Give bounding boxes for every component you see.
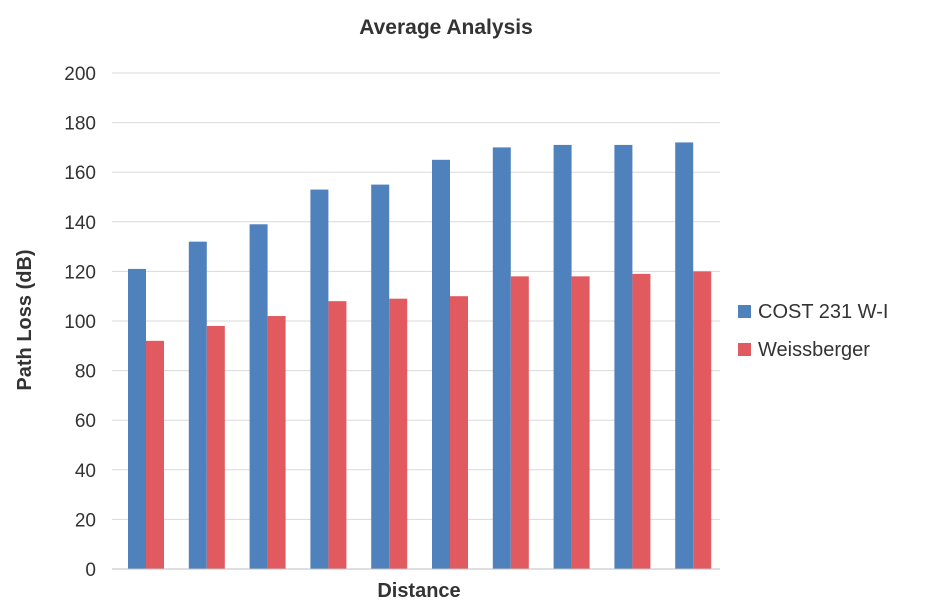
y-tick-label: 0 (85, 560, 96, 581)
y-axis-title: Path Loss (dB) (14, 249, 36, 390)
legend-swatch (738, 305, 751, 318)
bar-series2 (328, 301, 347, 569)
bar-series1 (249, 224, 268, 569)
bar-series2 (693, 271, 712, 569)
bar-series2 (206, 325, 225, 569)
y-tick-label: 60 (75, 411, 96, 432)
bar-series2 (450, 296, 468, 569)
x-axis-title: Distance (377, 580, 460, 602)
bar-series2 (632, 273, 651, 569)
y-tick-label: 160 (64, 163, 96, 184)
bar-series1 (371, 184, 390, 569)
bar-series1 (128, 268, 146, 569)
legend-label: COST 231 W-I (758, 301, 888, 323)
y-tick-label: 180 (64, 114, 96, 135)
y-tick-label: 140 (64, 213, 96, 234)
y-tick-label: 200 (64, 64, 96, 85)
bar-series1 (188, 241, 207, 569)
bar-series1 (614, 144, 633, 570)
y-tick-label: 80 (75, 362, 96, 383)
chart-title: Average Analysis (359, 16, 533, 39)
bar-series2 (510, 276, 529, 569)
legend-label: Weissberger (758, 339, 870, 361)
y-tick-labels: 0 20 40 60 80 100 120 140 160 180 200 (64, 64, 96, 581)
y-tick-label: 40 (75, 461, 96, 482)
bar-series2 (389, 298, 408, 569)
y-tick-label: 20 (75, 510, 96, 531)
bar-series1 (675, 142, 694, 569)
bar-series1 (310, 189, 329, 569)
bars (128, 142, 712, 570)
legend: COST 231 W-I Weissberger (738, 301, 888, 361)
bar-series1 (553, 144, 572, 570)
y-tick-label: 120 (64, 262, 96, 283)
y-tick-label: 100 (64, 312, 96, 333)
bar-series2 (571, 276, 590, 569)
bar-series1 (432, 159, 450, 570)
bar-series2 (267, 316, 286, 569)
bar-series1 (492, 147, 511, 569)
bar-series2 (146, 340, 164, 569)
legend-swatch (738, 343, 751, 356)
